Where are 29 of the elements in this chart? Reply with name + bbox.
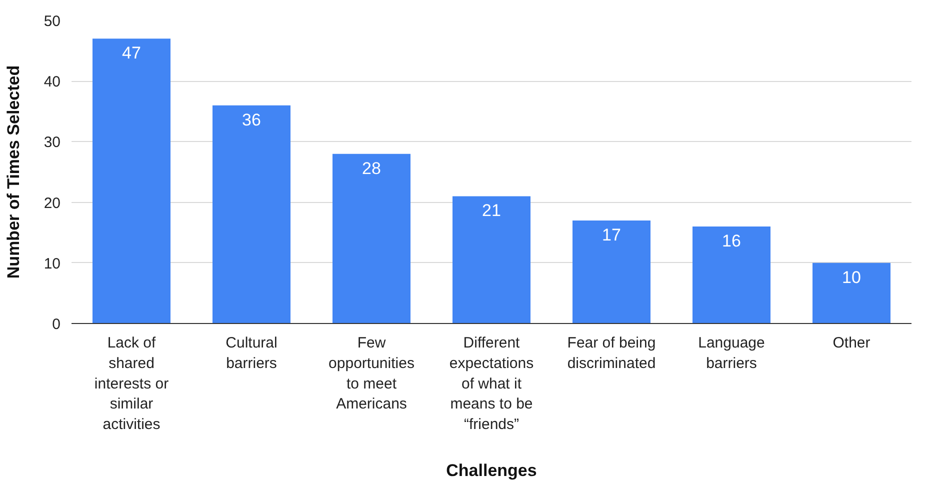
y-tick-label: 0 xyxy=(52,316,60,333)
data-label: 36 xyxy=(242,110,261,130)
data-label: 16 xyxy=(722,232,741,251)
y-tick-label: 20 xyxy=(44,194,61,212)
y-tick-label: 40 xyxy=(44,74,61,91)
data-label: 28 xyxy=(362,158,381,178)
x-axis-title: Challenges xyxy=(446,461,537,480)
y-tick-label: 10 xyxy=(44,255,61,272)
x-tick-label: Few opportunities to meet Americans xyxy=(328,334,414,413)
bar xyxy=(92,38,170,324)
data-label: 10 xyxy=(842,268,861,287)
x-tick-label: Other xyxy=(832,334,870,352)
data-label: 17 xyxy=(602,225,621,244)
y-tick-label: 30 xyxy=(44,134,61,152)
x-tick-label: Language barriers xyxy=(698,334,765,372)
data-label: 21 xyxy=(482,201,501,220)
bar xyxy=(212,105,290,324)
data-label: 47 xyxy=(122,44,141,63)
bar xyxy=(812,262,890,324)
bar xyxy=(692,226,770,324)
y-tick-label: 50 xyxy=(44,13,61,30)
x-tick-label: Lack of shared interests or similar activities xyxy=(94,334,169,434)
x-tick-label: Cultural barriers xyxy=(226,334,278,372)
x-tick-label: Different expectations of what it means to be “friends” xyxy=(449,334,534,434)
bar xyxy=(452,196,530,324)
bar xyxy=(572,220,650,324)
x-tick-label: Fear of being discriminated xyxy=(567,334,656,372)
y-axis-title: Number of Times Selected xyxy=(4,65,23,279)
bar xyxy=(332,154,410,324)
